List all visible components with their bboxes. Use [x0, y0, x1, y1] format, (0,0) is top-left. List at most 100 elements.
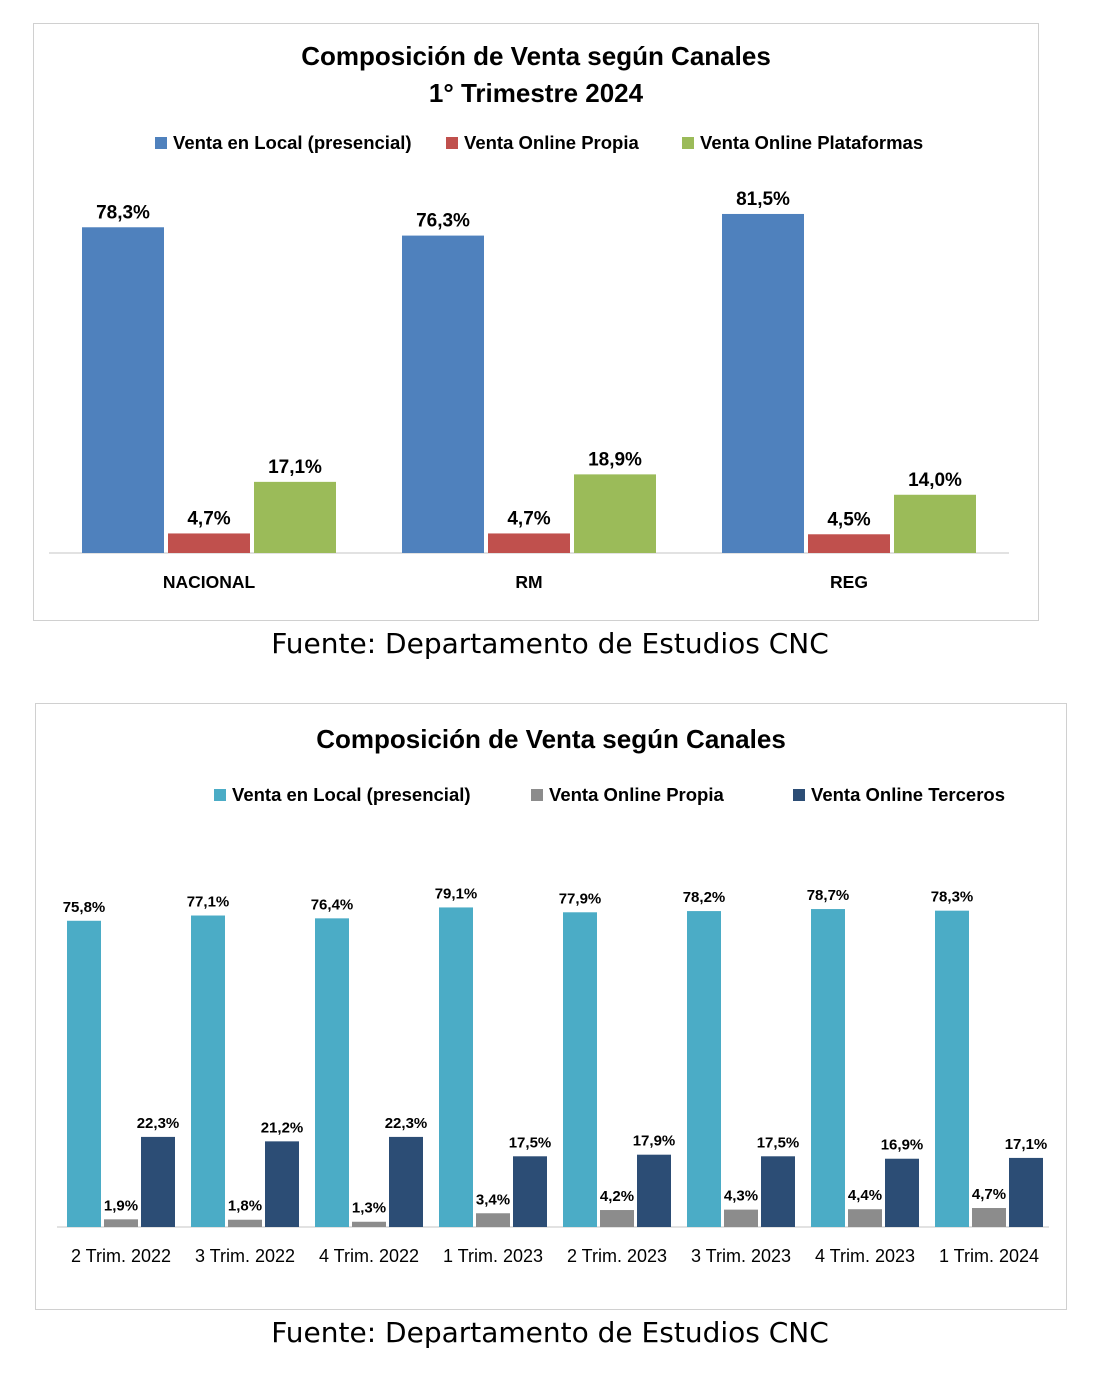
data-label: 77,1%	[187, 894, 230, 911]
bar	[761, 1156, 795, 1227]
legend-label: Venta en Local (presencial)	[173, 132, 412, 153]
data-label: 22,3%	[137, 1115, 180, 1132]
category-label: NACIONAL	[163, 572, 256, 592]
bar	[228, 1219, 262, 1227]
bar	[637, 1154, 671, 1227]
bar	[600, 1210, 634, 1227]
legend-item-local: Venta en Local (presencial)	[214, 784, 471, 806]
data-label: 17,1%	[1005, 1136, 1048, 1153]
legend-item-online-plataformas: Venta Online Plataformas	[682, 132, 923, 154]
data-label: 4,5%	[827, 509, 870, 530]
legend-swatch	[214, 789, 226, 801]
legend-swatch	[155, 137, 167, 149]
category-label: RM	[515, 572, 542, 592]
bar	[315, 918, 349, 1227]
data-label: 76,4%	[311, 896, 354, 913]
bar	[168, 533, 250, 553]
data-label: 4,3%	[724, 1188, 758, 1205]
legend-label: Venta en Local (presencial)	[232, 784, 471, 805]
category-label: 1 Trim. 2024	[939, 1246, 1039, 1266]
data-label: 14,0%	[908, 470, 962, 491]
data-label: 17,5%	[757, 1134, 800, 1151]
bar	[389, 1136, 423, 1227]
bar-chart-plot: 75,8% 1,9% 22,3% 2 Trim. 2022 77,1% 1,8% 21,2%…	[57, 885, 1049, 1266]
bar	[191, 915, 225, 1227]
legend-label: Venta Online Propia	[464, 132, 639, 153]
bar	[141, 1136, 175, 1227]
bar	[513, 1156, 547, 1227]
data-label: 76,3%	[416, 211, 470, 232]
bar	[402, 235, 484, 554]
bar	[722, 213, 804, 553]
data-label: 4,7%	[187, 508, 230, 529]
data-label: 4,7%	[972, 1186, 1006, 1203]
chart-title: Composición de Venta según Canales	[316, 724, 786, 754]
data-label: 78,3%	[931, 889, 974, 906]
data-label: 17,5%	[509, 1134, 552, 1151]
data-label: 22,3%	[385, 1115, 428, 1132]
data-label: 77,9%	[559, 890, 602, 907]
data-label: 4,7%	[507, 508, 550, 529]
category-label: 3 Trim. 2022	[195, 1246, 295, 1266]
bar	[1009, 1157, 1043, 1227]
legend-label: Venta Online Propia	[549, 784, 724, 805]
data-label: 75,8%	[63, 899, 106, 916]
data-label: 81,5%	[736, 189, 790, 210]
bar	[265, 1141, 299, 1227]
chart-legend: Venta en Local (presencial) Venta Online…	[36, 784, 1066, 808]
chart-title-line2: 1° Trimestre 2024	[428, 78, 644, 108]
bar	[352, 1221, 386, 1227]
data-label: 17,1%	[268, 457, 322, 478]
data-label: 4,2%	[600, 1188, 634, 1205]
data-label: 16,9%	[881, 1137, 924, 1154]
legend-label: Venta Online Plataformas	[700, 132, 924, 153]
bar	[935, 910, 969, 1227]
legend-item-local: Venta en Local (presencial)	[155, 132, 412, 154]
bar	[885, 1158, 919, 1227]
bar-chart-plot: 78,3% 4,7% 17,1% NACIONAL 76,3% 4,7% 18,9% RM 81…	[49, 189, 1009, 592]
legend-item-online-propia: Venta Online Propia	[446, 132, 639, 154]
bar	[82, 227, 164, 553]
bar	[574, 474, 656, 553]
category-label: 2 Trim. 2022	[71, 1246, 171, 1266]
bar	[67, 920, 101, 1227]
source-note: Fuente: Departamento de Estudios CNC	[271, 1316, 829, 1349]
data-label: 21,2%	[261, 1119, 304, 1136]
bar	[894, 494, 976, 553]
bar	[811, 909, 845, 1227]
chart-title-line1: Composición de Venta según Canales	[301, 41, 771, 71]
bar	[476, 1213, 510, 1227]
bar	[439, 907, 473, 1227]
chart-panel-trimestre-2024: Composición de Venta según Canales 1° Tr…	[33, 23, 1039, 621]
data-label: 1,8%	[228, 1198, 262, 1215]
category-label: 4 Trim. 2022	[319, 1246, 419, 1266]
data-label: 3,4%	[476, 1191, 510, 1208]
bar	[687, 911, 721, 1227]
chart-panel-historico: Composición de Venta según Canales Venta…	[35, 703, 1067, 1310]
legend-swatch	[446, 137, 458, 149]
source-note: Fuente: Departamento de Estudios CNC	[271, 627, 829, 660]
category-label: 2 Trim. 2023	[567, 1246, 667, 1266]
bar	[254, 481, 336, 553]
chart-legend: Venta en Local (presencial) Venta Online…	[34, 132, 1038, 156]
legend-swatch	[793, 789, 805, 801]
legend-swatch	[682, 137, 694, 149]
legend-item-online-terceros: Venta Online Terceros	[793, 784, 1005, 806]
bar	[972, 1208, 1006, 1227]
data-label: 79,1%	[435, 885, 478, 902]
data-label: 1,9%	[104, 1197, 138, 1214]
bar	[724, 1209, 758, 1227]
data-label: 78,2%	[683, 889, 726, 906]
bar	[563, 912, 597, 1227]
legend-item-online-propia: Venta Online Propia	[531, 784, 724, 806]
category-label: 4 Trim. 2023	[815, 1246, 915, 1266]
bar	[488, 533, 570, 553]
data-label: 78,7%	[807, 887, 850, 904]
data-label: 4,4%	[848, 1187, 882, 1204]
bar	[808, 534, 890, 553]
category-label: REG	[830, 572, 868, 592]
category-label: 3 Trim. 2023	[691, 1246, 791, 1266]
data-label: 78,3%	[96, 202, 150, 223]
legend-swatch	[531, 789, 543, 801]
data-label: 17,9%	[633, 1133, 676, 1150]
